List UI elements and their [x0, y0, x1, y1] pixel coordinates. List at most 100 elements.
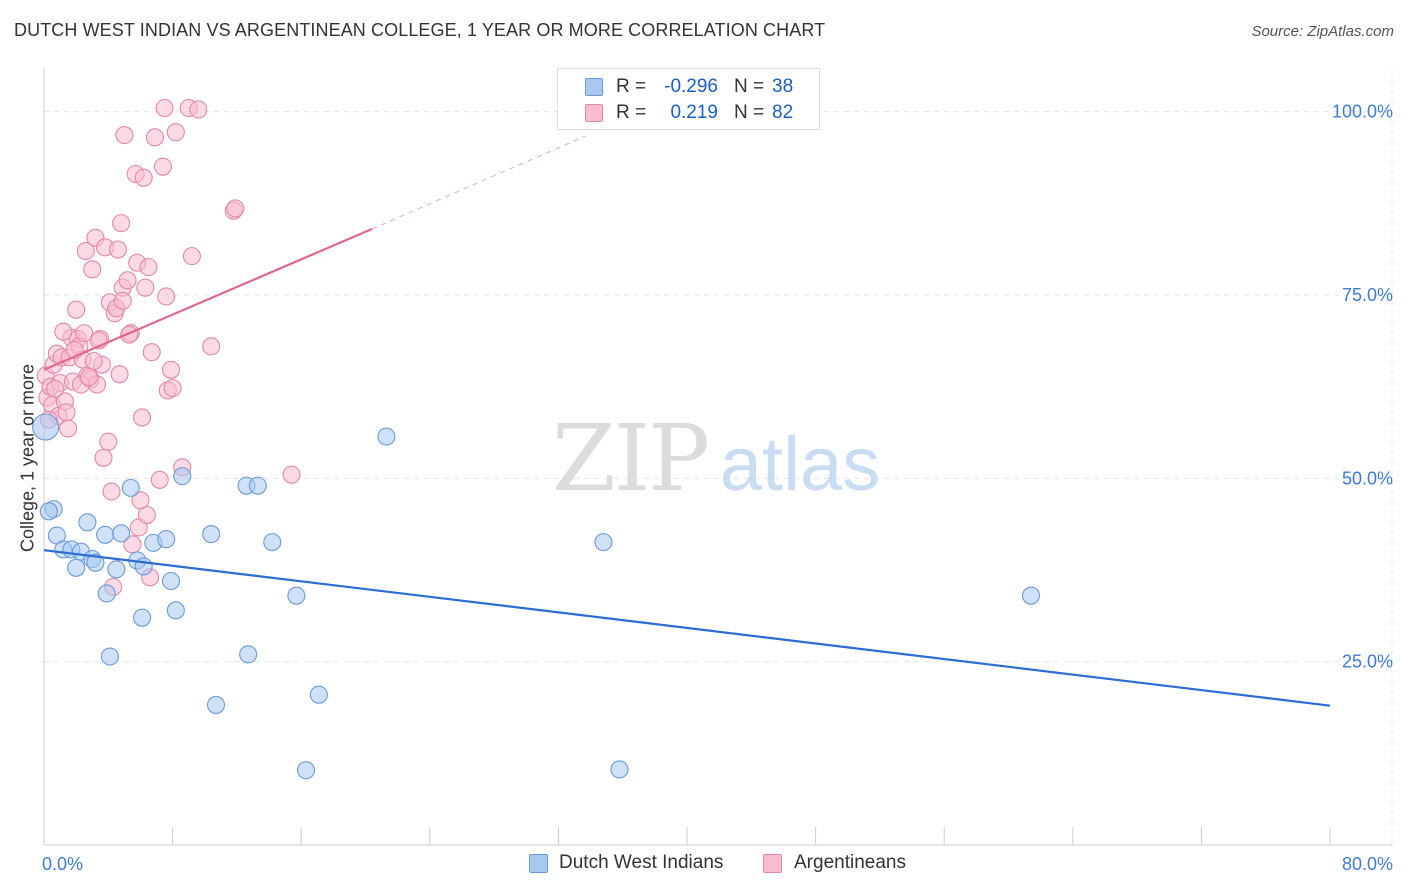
- point-argentineans: [57, 403, 76, 422]
- point-dutch-west-indians: [112, 524, 131, 543]
- legend-r-value: 0.219: [670, 102, 718, 123]
- point-argentineans: [76, 241, 95, 261]
- point-dutch-west-indians: [173, 467, 192, 486]
- point-dutch-west-indians: [161, 571, 181, 591]
- point-dutch-west-indians: [377, 427, 396, 446]
- axes: [43, 68, 1392, 846]
- y-tick-label: 100.0%: [1332, 102, 1393, 122]
- point-dutch-west-indians: [97, 584, 116, 603]
- point-dutch-west-indians: [133, 608, 152, 627]
- point-argentineans: [163, 379, 182, 398]
- point-dutch-west-indians: [202, 525, 221, 544]
- point-argentineans: [108, 240, 127, 259]
- correlation-legend: R = -0.296 N = 38 R = 0.219 N = 82: [557, 68, 820, 130]
- point-argentineans: [145, 128, 164, 147]
- point-dutch-west-indians: [206, 695, 226, 714]
- point-argentineans: [150, 470, 169, 489]
- point-argentineans: [110, 365, 129, 384]
- point-argentineans: [189, 100, 208, 119]
- point-dutch-west-indians: [239, 645, 258, 664]
- legend-n-value: 38: [772, 76, 794, 97]
- point-argentineans: [282, 465, 301, 484]
- point-argentineans: [202, 337, 221, 356]
- point-dutch-west-indians: [594, 533, 613, 552]
- legend-swatch-blue: [585, 78, 603, 96]
- point-dutch-west-indians: [67, 558, 86, 577]
- point-argentineans: [226, 199, 245, 218]
- legend-r-label: R =: [616, 102, 647, 123]
- point-dutch-west-indians: [86, 553, 105, 572]
- legend-n-label: N =: [734, 102, 765, 123]
- point-dutch-west-indians: [39, 502, 58, 521]
- legend-row-dutch-west-indians: R = -0.296 N = 38: [558, 75, 819, 99]
- point-dutch-west-indians: [100, 647, 119, 666]
- series-dutch-west-indians: [32, 413, 1041, 780]
- x-tick-label: 0.0%: [42, 854, 83, 874]
- point-argentineans: [166, 123, 185, 142]
- trend-line-extension-argentineans: [371, 135, 586, 230]
- legend-swatch-blue: [529, 854, 548, 873]
- trend-line-dutch-west-indians: [43, 549, 1331, 707]
- y-axis-label: College, 1 year or more: [17, 363, 38, 553]
- source-credit: Source: ZipAtlas.com: [1251, 23, 1394, 40]
- legend-n-label: N =: [734, 76, 765, 97]
- point-argentineans: [115, 126, 134, 145]
- point-dutch-west-indians: [32, 413, 60, 441]
- series-argentineans: [36, 98, 301, 596]
- point-argentineans: [112, 214, 131, 233]
- point-argentineans: [67, 300, 86, 319]
- point-argentineans: [182, 247, 201, 266]
- point-argentineans: [131, 491, 150, 510]
- point-dutch-west-indians: [263, 533, 282, 552]
- point-argentineans: [83, 260, 102, 279]
- point-dutch-west-indians: [309, 685, 328, 704]
- trend-line-argentineans: [43, 227, 373, 371]
- y-tick-label: 50.0%: [1342, 468, 1393, 488]
- point-argentineans: [113, 291, 132, 310]
- point-argentineans: [118, 271, 137, 290]
- point-argentineans: [134, 168, 153, 187]
- legend-r-label: R =: [616, 76, 647, 97]
- point-argentineans: [133, 408, 152, 427]
- gridlines: [44, 70, 1393, 845]
- point-argentineans: [102, 482, 121, 501]
- point-argentineans: [59, 419, 78, 438]
- point-dutch-west-indians: [287, 586, 306, 605]
- point-argentineans: [79, 368, 99, 387]
- tick-labels: 25.0% 50.0% 75.0% 100.0% 0.0% 80.0%: [42, 102, 1393, 874]
- legend-r-value: -0.296: [664, 76, 718, 97]
- legend-n-value: 82: [772, 102, 794, 123]
- point-argentineans: [157, 287, 176, 306]
- point-argentineans: [75, 324, 94, 343]
- legend-label: Dutch West Indians: [559, 852, 724, 873]
- legend-label: Argentineans: [794, 852, 906, 873]
- point-dutch-west-indians: [107, 560, 126, 579]
- point-argentineans: [161, 360, 181, 379]
- y-tick-label: 25.0%: [1342, 652, 1393, 672]
- watermark-atlas: atlas: [720, 422, 881, 507]
- point-dutch-west-indians: [78, 513, 97, 532]
- point-argentineans: [136, 278, 155, 297]
- point-argentineans: [155, 98, 174, 118]
- legend-swatch-pink: [763, 854, 782, 873]
- legend-swatch-pink: [585, 104, 603, 122]
- point-argentineans: [46, 379, 65, 398]
- point-argentineans: [153, 157, 173, 176]
- point-argentineans: [54, 322, 73, 341]
- trend-lines: [43, 135, 1331, 707]
- x-tick-label: 80.0%: [1342, 854, 1393, 874]
- point-argentineans: [84, 351, 103, 371]
- point-dutch-west-indians: [248, 476, 267, 495]
- point-dutch-west-indians: [1021, 586, 1041, 605]
- point-argentineans: [142, 343, 161, 362]
- watermark: ZIP atlas: [552, 405, 880, 512]
- chart-title: DUTCH WEST INDIAN VS ARGENTINEAN COLLEGE…: [14, 20, 826, 40]
- y-tick-label: 75.0%: [1342, 285, 1393, 305]
- point-argentineans: [94, 448, 113, 467]
- point-dutch-west-indians: [96, 525, 115, 544]
- point-dutch-west-indians: [610, 760, 629, 779]
- point-dutch-west-indians: [166, 601, 185, 620]
- point-argentineans: [99, 432, 118, 451]
- point-dutch-west-indians: [296, 761, 316, 780]
